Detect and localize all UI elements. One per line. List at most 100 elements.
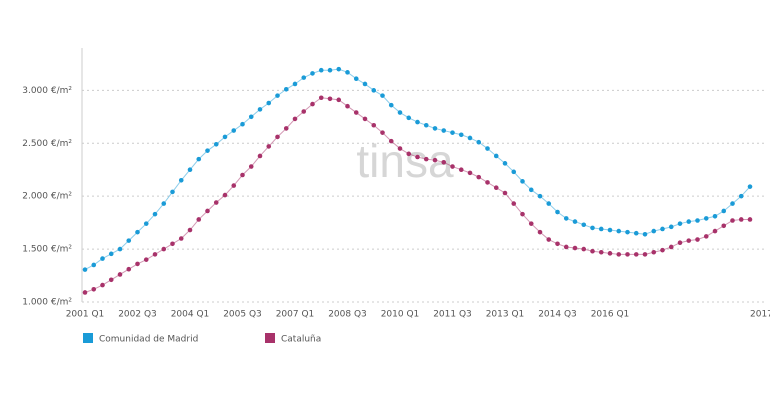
- data-point: [248, 164, 254, 169]
- data-point: [205, 148, 210, 153]
- data-point: [668, 224, 674, 230]
- data-point: [441, 160, 447, 165]
- y-tick-label: 1.000 €/m²: [22, 298, 72, 308]
- data-point: [266, 100, 272, 106]
- data-point: [721, 223, 727, 229]
- data-point: [257, 153, 263, 159]
- data-point: [353, 76, 359, 81]
- legend-swatch: [83, 333, 93, 343]
- x-tick-label: 2007 Q1: [276, 310, 315, 320]
- data-point: [301, 75, 307, 80]
- data-point: [213, 142, 219, 147]
- data-point: [100, 256, 105, 261]
- data-point: [406, 115, 412, 121]
- data-point: [371, 88, 377, 93]
- series-line: [84, 97, 750, 293]
- data-point: [327, 96, 333, 102]
- data-point: [143, 257, 149, 262]
- data-point: [581, 246, 587, 252]
- data-point: [607, 251, 613, 256]
- data-point: [108, 251, 114, 257]
- data-point: [327, 67, 333, 73]
- data-point: [467, 135, 473, 141]
- data-point: [642, 252, 648, 257]
- legend-label: Cataluña: [281, 335, 321, 345]
- data-point: [633, 252, 639, 257]
- data-point: [161, 246, 167, 252]
- data-point: [292, 116, 298, 122]
- data-point: [283, 86, 289, 92]
- data-point: [310, 101, 315, 107]
- x-tick-label: 2016 Q1: [591, 310, 630, 320]
- data-point: [231, 128, 237, 133]
- data-point: [161, 201, 167, 206]
- data-point: [660, 226, 665, 232]
- data-point: [485, 146, 490, 151]
- data-point: [633, 230, 639, 236]
- data-point: [677, 240, 683, 246]
- data-point: [432, 126, 438, 131]
- data-point: [730, 218, 735, 223]
- data-point: [537, 193, 543, 199]
- x-tick-label: 2004 Q1: [171, 310, 210, 320]
- data-point: [117, 246, 123, 252]
- y-tick-label: 2.000 €/m²: [22, 192, 72, 202]
- data-point: [406, 151, 412, 157]
- data-point: [590, 225, 595, 231]
- data-point: [196, 217, 202, 222]
- data-point: [520, 211, 525, 217]
- data-point: [135, 229, 140, 235]
- x-tick-label: 2011 Q3: [433, 310, 472, 320]
- data-point: [310, 71, 315, 76]
- x-tick-label: 2005 Q3: [223, 310, 262, 320]
- data-point: [152, 211, 158, 217]
- data-point: [380, 93, 385, 98]
- data-point: [231, 183, 237, 188]
- data-point: [450, 130, 455, 135]
- data-point: [616, 228, 622, 234]
- data-point: [441, 128, 447, 133]
- data-point: [143, 221, 149, 226]
- data-point: [695, 237, 700, 242]
- data-point: [651, 249, 657, 255]
- data-point: [397, 110, 403, 115]
- data-point: [642, 231, 648, 237]
- x-tick-label: 2013 Q1: [486, 310, 525, 320]
- data-point: [388, 138, 394, 144]
- data-point: [240, 121, 245, 127]
- data-point: [292, 81, 298, 87]
- data-point: [563, 216, 569, 221]
- data-point: [362, 116, 368, 122]
- data-point: [695, 218, 700, 223]
- data-point: [257, 107, 263, 112]
- data-point: [345, 103, 350, 109]
- data-point: [423, 122, 429, 128]
- x-tick-label: 2014 Q3: [538, 310, 577, 320]
- legend-swatch: [265, 333, 275, 343]
- data-point: [476, 174, 482, 180]
- data-point: [82, 267, 88, 272]
- data-point: [222, 192, 228, 198]
- data-point: [581, 222, 587, 228]
- data-point: [686, 219, 692, 224]
- data-point: [493, 185, 499, 190]
- data-point: [625, 252, 630, 257]
- data-point: [178, 177, 184, 183]
- data-point: [528, 221, 534, 226]
- data-point: [275, 134, 280, 140]
- data-point: [598, 249, 604, 255]
- data-point: [730, 201, 735, 206]
- data-point: [660, 247, 665, 253]
- data-point: [117, 272, 123, 277]
- data-point: [686, 238, 692, 243]
- data-point: [135, 261, 140, 267]
- data-point: [205, 208, 210, 214]
- y-tick-label: 3.000 €/m²: [22, 86, 72, 96]
- data-point: [318, 95, 324, 101]
- data-point: [213, 200, 219, 205]
- data-point: [301, 109, 307, 114]
- data-point: [555, 209, 560, 215]
- data-point: [563, 244, 569, 250]
- data-point: [520, 179, 525, 184]
- x-tick-label: 2008 Q3: [328, 310, 367, 320]
